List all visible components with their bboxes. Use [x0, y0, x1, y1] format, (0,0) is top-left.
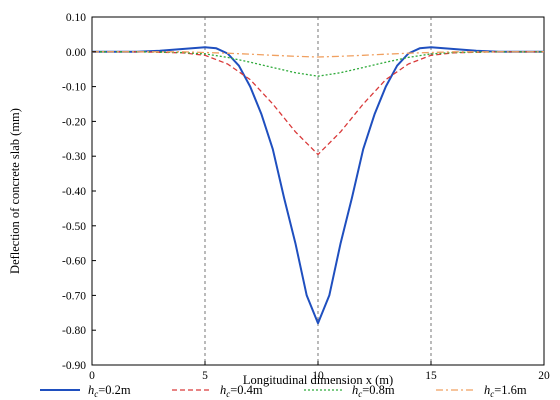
legend: hc=0.2m hc=0.4m hc=0.8m hc=1.6m [40, 383, 527, 399]
x-tick-label: 5 [202, 370, 208, 382]
y-tick-label: -0.50 [62, 221, 86, 233]
x-tick-label: 15 [425, 370, 437, 382]
y-tick-label: -0.30 [62, 151, 86, 163]
legend-label-2: hc=0.4m [220, 383, 263, 399]
y-tick-label: -0.40 [62, 186, 86, 198]
y-tick-label: -0.80 [62, 325, 86, 337]
y-tick-label: -0.90 [62, 360, 86, 372]
x-tick-labels: 0 5 10 15 20 [89, 361, 550, 382]
y-tick-labels: 0.10 0.00 -0.10 -0.20 -0.30 -0.40 -0.50 -0.60 -0… [62, 12, 96, 372]
x-tick-label: 10 [312, 370, 324, 382]
series-line-2 [92, 51, 544, 156]
legend-label-1: hc=0.2m [88, 383, 131, 399]
x-tick-label: 20 [538, 370, 550, 382]
series-line-4 [92, 51, 544, 58]
y-tick-label: 0.10 [66, 12, 86, 24]
x-axis-title: Longitudinal dimension x (m) [243, 373, 393, 387]
legend-label-3: hc=0.8m [352, 383, 395, 399]
y-tick-label: -0.20 [62, 116, 86, 128]
grid-lines [204, 17, 432, 365]
legend-label-4: hc=1.6m [484, 383, 527, 399]
series-line-1 [92, 46, 544, 325]
y-tick-label: -0.70 [62, 290, 86, 302]
series-line-3 [92, 51, 544, 77]
y-tick-label: -0.10 [62, 82, 86, 94]
y-tick-label: 0.00 [66, 47, 86, 59]
x-tick-label: 0 [89, 370, 95, 382]
y-tick-label: -0.60 [62, 256, 86, 268]
y-axis-title: Deflection of concrete slab (mm) [8, 108, 22, 274]
series-group [92, 46, 544, 325]
